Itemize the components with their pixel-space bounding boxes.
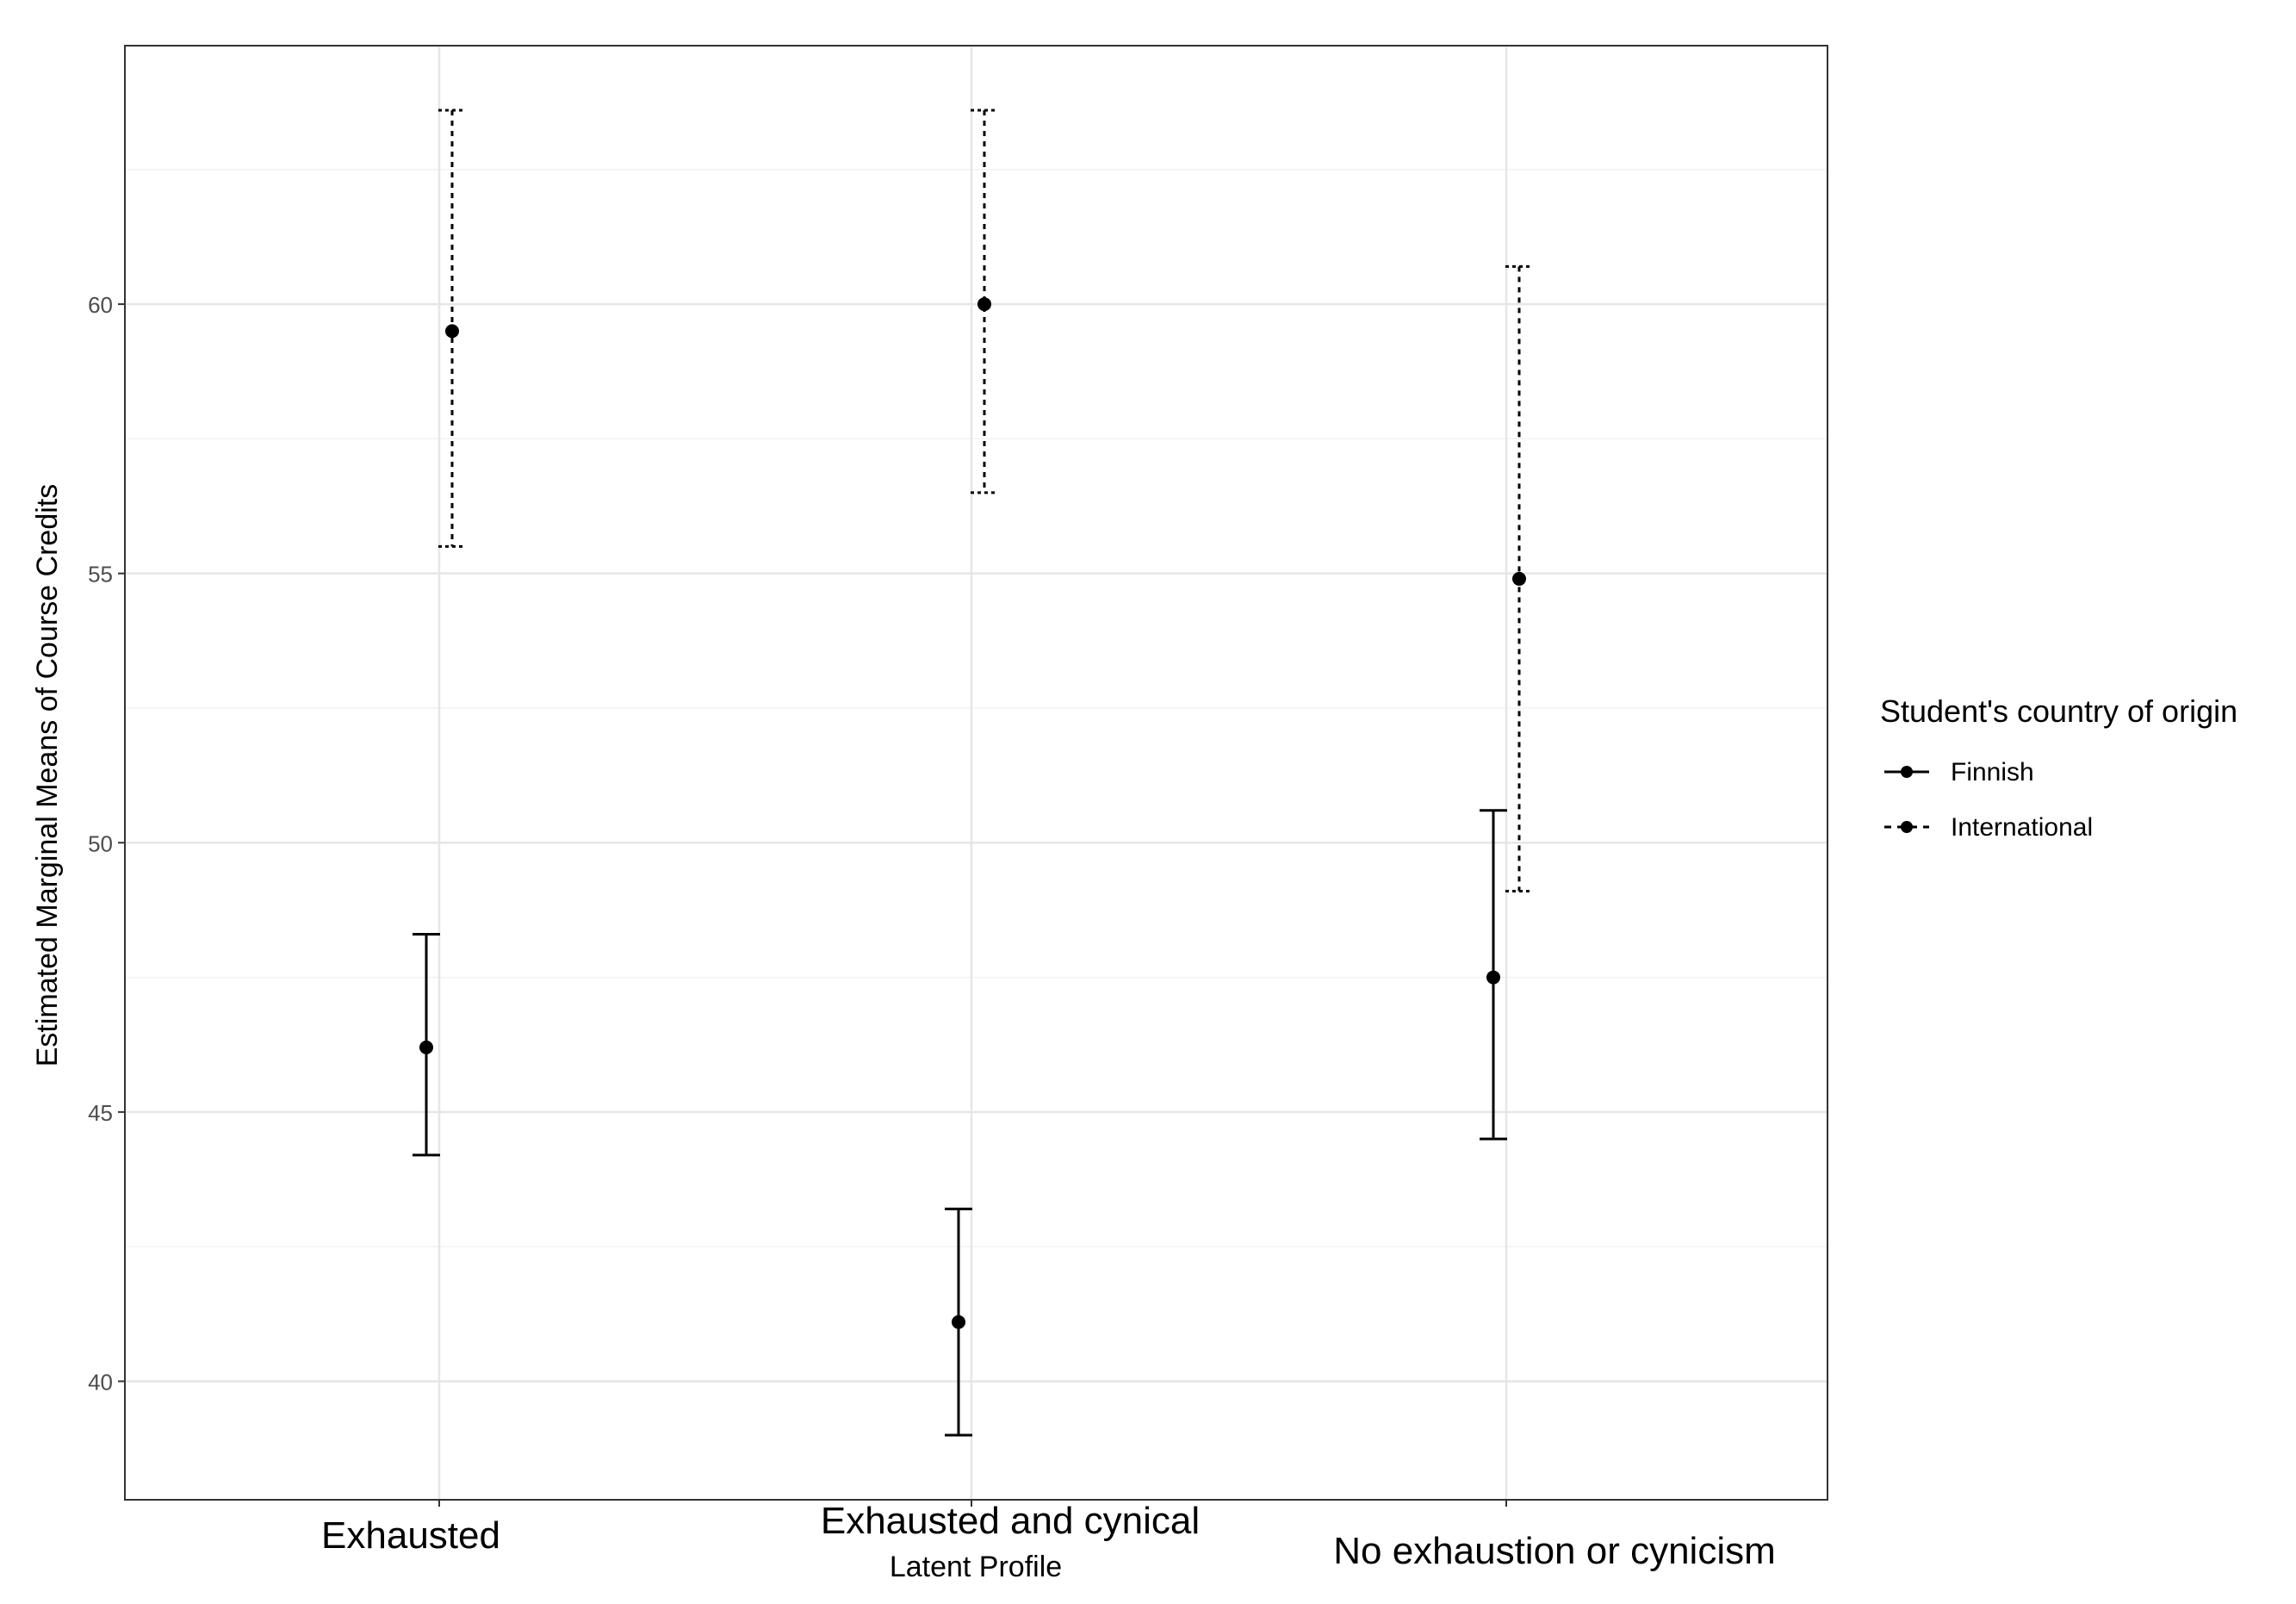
x-axis-ticks: Exhausted Exhausted and cynical No exhaust… — [321, 1500, 1776, 1572]
point-international — [1512, 571, 1526, 586]
point-finnish — [419, 1040, 433, 1054]
panel-border — [124, 45, 1828, 1501]
legend-title: Student's country of origin — [1880, 693, 2237, 729]
y-axis-ticks: 40 45 50 55 60 — [88, 292, 125, 1395]
legend-items: Finnish International — [1884, 758, 2093, 842]
y-tick-label: 55 — [88, 562, 113, 588]
x-category-label: Exhausted and cynical — [821, 1500, 1200, 1542]
point-finnish — [1486, 970, 1500, 985]
grid-minor — [125, 169, 1827, 1247]
point-finnish — [952, 1315, 965, 1329]
grid-major — [125, 46, 1827, 1500]
y-tick-label: 40 — [88, 1369, 113, 1395]
legend: Student's country of origin Finnish Inter… — [1880, 693, 2237, 842]
x-axis-title: Latent Profile — [890, 1551, 1062, 1583]
legend-label: Finnish — [1951, 758, 2034, 786]
legend-label: International — [1951, 813, 2093, 842]
series-layer — [413, 109, 1533, 1437]
y-axis-title: Estimated Marginal Means of Course Credi… — [31, 484, 64, 1067]
point-international — [445, 324, 459, 339]
panel-background — [125, 46, 1827, 1500]
y-tick-label: 50 — [88, 830, 113, 856]
x-category-label: Exhausted — [321, 1514, 500, 1557]
point-international — [977, 297, 991, 312]
x-category-label: No exhaustion or cynicism — [1333, 1530, 1776, 1572]
legend-key-point — [1901, 766, 1913, 778]
y-tick-label: 60 — [88, 292, 113, 318]
y-tick-label: 45 — [88, 1100, 113, 1126]
legend-key-point — [1901, 821, 1913, 833]
